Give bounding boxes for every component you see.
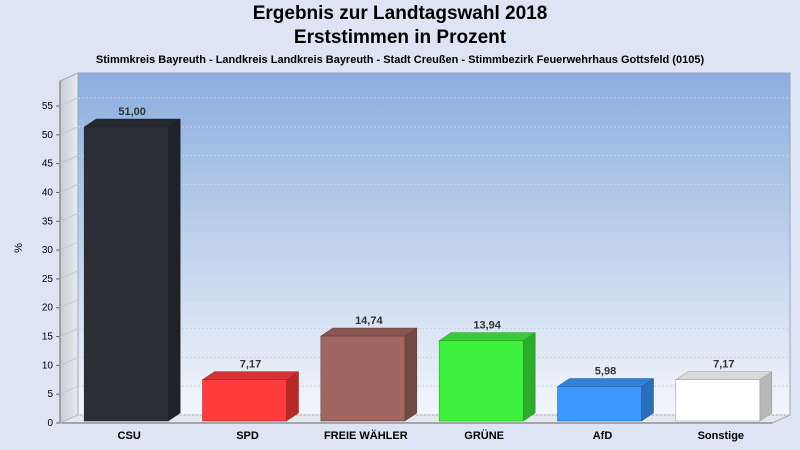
y-tick-label: 0 [47, 418, 53, 429]
bar-front [557, 386, 642, 422]
x-tick-label: GRÜNE [464, 429, 504, 442]
x-tick-label: SPD [236, 430, 259, 442]
y-tick-label: 50 [42, 130, 54, 141]
x-axis-labels: CSU SPD FREIE WÄHLER GRÜNE AfD Sonstige [118, 429, 745, 442]
y-tick-label: 25 [42, 274, 54, 285]
gridline-side [59, 97, 79, 107]
y-tick-label: 45 [42, 159, 54, 170]
y-tick-label: 55 [42, 101, 54, 112]
data-label: 7,17 [240, 359, 261, 371]
x-tick-label: AfD [593, 430, 613, 442]
y-tick-label: 20 [42, 303, 54, 314]
gridline-side [59, 241, 79, 251]
gridline-side [59, 385, 79, 395]
back-wall [77, 72, 791, 416]
data-label: 13,94 [473, 320, 501, 332]
chart-subtitle: Erststimmen in Prozent [293, 27, 507, 48]
bar-top [83, 118, 181, 128]
gridline-side [59, 414, 79, 424]
bar-top [320, 327, 418, 337]
bar-side [759, 371, 773, 422]
bar-sonstige: 7,17 [675, 359, 773, 422]
y-tick-label: 5 [47, 389, 53, 400]
gridline-side [59, 270, 79, 280]
data-label: 5,98 [595, 366, 616, 378]
data-label: 14,74 [355, 315, 383, 327]
bar-side [167, 118, 181, 422]
gridlines [59, 97, 790, 424]
x-tick-label: FREIE WÄHLER [324, 429, 408, 442]
y-tick-label: 15 [42, 332, 54, 343]
bar-front [320, 335, 406, 422]
bar-afd: 5,98 [556, 366, 655, 422]
y-tick-label: 35 [42, 216, 54, 227]
bar-gr-ne: 13,94 [438, 320, 536, 422]
bar-front [202, 379, 287, 422]
y-axis-label: % [13, 243, 25, 253]
y-tick-label: 40 [42, 187, 54, 198]
y-tick-label: 30 [42, 245, 54, 256]
gridline-side [59, 328, 79, 338]
y-tick-label: 10 [42, 360, 54, 371]
bars: 51,00 7,17 14,74 13,94 5,98 7,17 [83, 106, 773, 422]
bar-top [438, 332, 536, 341]
bar-side [404, 327, 418, 422]
chart-region-subtitle: Stimmkreis Bayreuth - Landkreis Landkrei… [95, 54, 705, 66]
x-tick-label: CSU [118, 430, 141, 442]
bar-front [675, 379, 761, 422]
bar-front [83, 126, 169, 422]
data-label: 51,00 [118, 106, 146, 118]
gridline-side [59, 356, 79, 366]
side-wall [59, 72, 79, 424]
bar-top [675, 371, 773, 380]
bar-top [556, 378, 655, 387]
gridline-side [59, 155, 79, 165]
data-label: 7,17 [713, 359, 734, 371]
bar-csu: 51,00 [83, 106, 181, 422]
bar-front [438, 340, 524, 422]
x-tick-label: Sonstige [698, 430, 744, 442]
bar-spd: 7,17 [201, 359, 300, 422]
gridline-side [59, 183, 79, 193]
bar-freie-w-hler: 14,74 [320, 315, 418, 422]
gridline-side [59, 212, 79, 222]
bar-top [201, 371, 300, 380]
bar-side [286, 371, 299, 422]
chart-title: Ergebnis zur Landtagswahl 2018 [252, 3, 548, 24]
y-axis-ticks: 0 5 10 15 20 25 30 35 40 45 50 55 [42, 101, 60, 429]
bar-side [522, 332, 536, 422]
gridline-side [59, 126, 79, 136]
gridline-side [59, 299, 79, 309]
